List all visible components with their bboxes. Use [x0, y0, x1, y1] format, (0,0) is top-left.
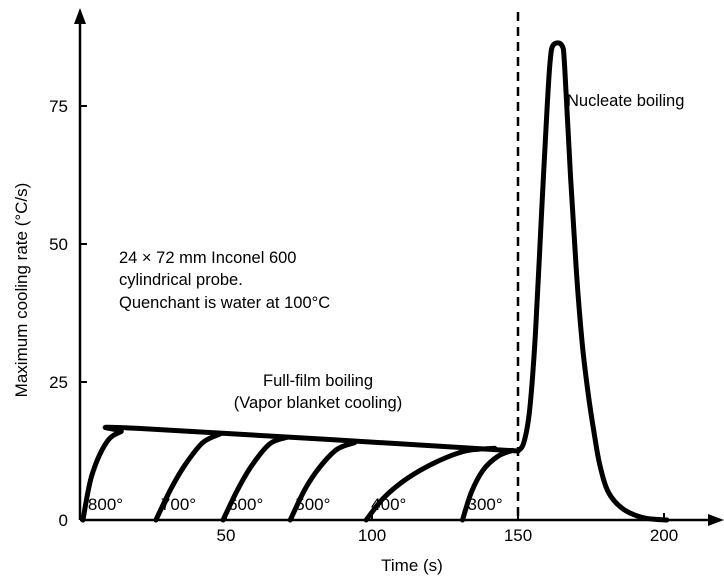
y-axis-label: Maximum cooling rate (°C/s) [12, 183, 31, 398]
curve-400 [363, 445, 498, 523]
curve-700 [153, 431, 223, 523]
y-tick-label: 50 [49, 235, 68, 254]
curve-label-300: 300° [468, 495, 503, 514]
probe-note-line3: Quenchant is water at 100°C [119, 294, 330, 312]
curve-labels: 800° 700° 600° 500° 400° 300° [88, 495, 503, 514]
ticks: 50 100 150 200 0 25 50 75 [49, 97, 678, 545]
curve-500 [287, 440, 357, 523]
nucleate-boiling-label: Nucleate boiling [567, 92, 684, 110]
curve-800 [80, 424, 521, 523]
probe-note-line2: cylindrical probe. [119, 271, 243, 289]
y-axis-arrow [74, 8, 86, 24]
vapor-blanket-label: (Vapor blanket cooling) [234, 394, 402, 412]
curve-nucleate-peak [515, 40, 670, 523]
axes [74, 8, 724, 526]
y-tick-label: 0 [59, 511, 68, 530]
curve-300 [460, 447, 515, 523]
y-tick-label: 75 [49, 97, 68, 116]
curve-label-400: 400° [371, 495, 406, 514]
x-tick-label: 150 [504, 526, 532, 545]
x-axis-label: Time (s) [381, 556, 443, 575]
curve-label-600: 600° [228, 495, 263, 514]
curve-label-700: 700° [161, 495, 196, 514]
curve-label-500: 500° [295, 495, 330, 514]
x-tick-label: 50 [217, 526, 236, 545]
curves [80, 40, 670, 523]
curve-600 [220, 434, 290, 523]
y-tick-label: 25 [49, 373, 68, 392]
x-tick-label: 200 [650, 526, 678, 545]
x-tick-label: 100 [358, 526, 386, 545]
probe-note-line1: 24 × 72 mm Inconel 600 [119, 249, 297, 267]
curve-label-800: 800° [88, 495, 123, 514]
film-boiling-label: Full-film boiling [263, 372, 373, 390]
x-axis-arrow [708, 514, 724, 526]
